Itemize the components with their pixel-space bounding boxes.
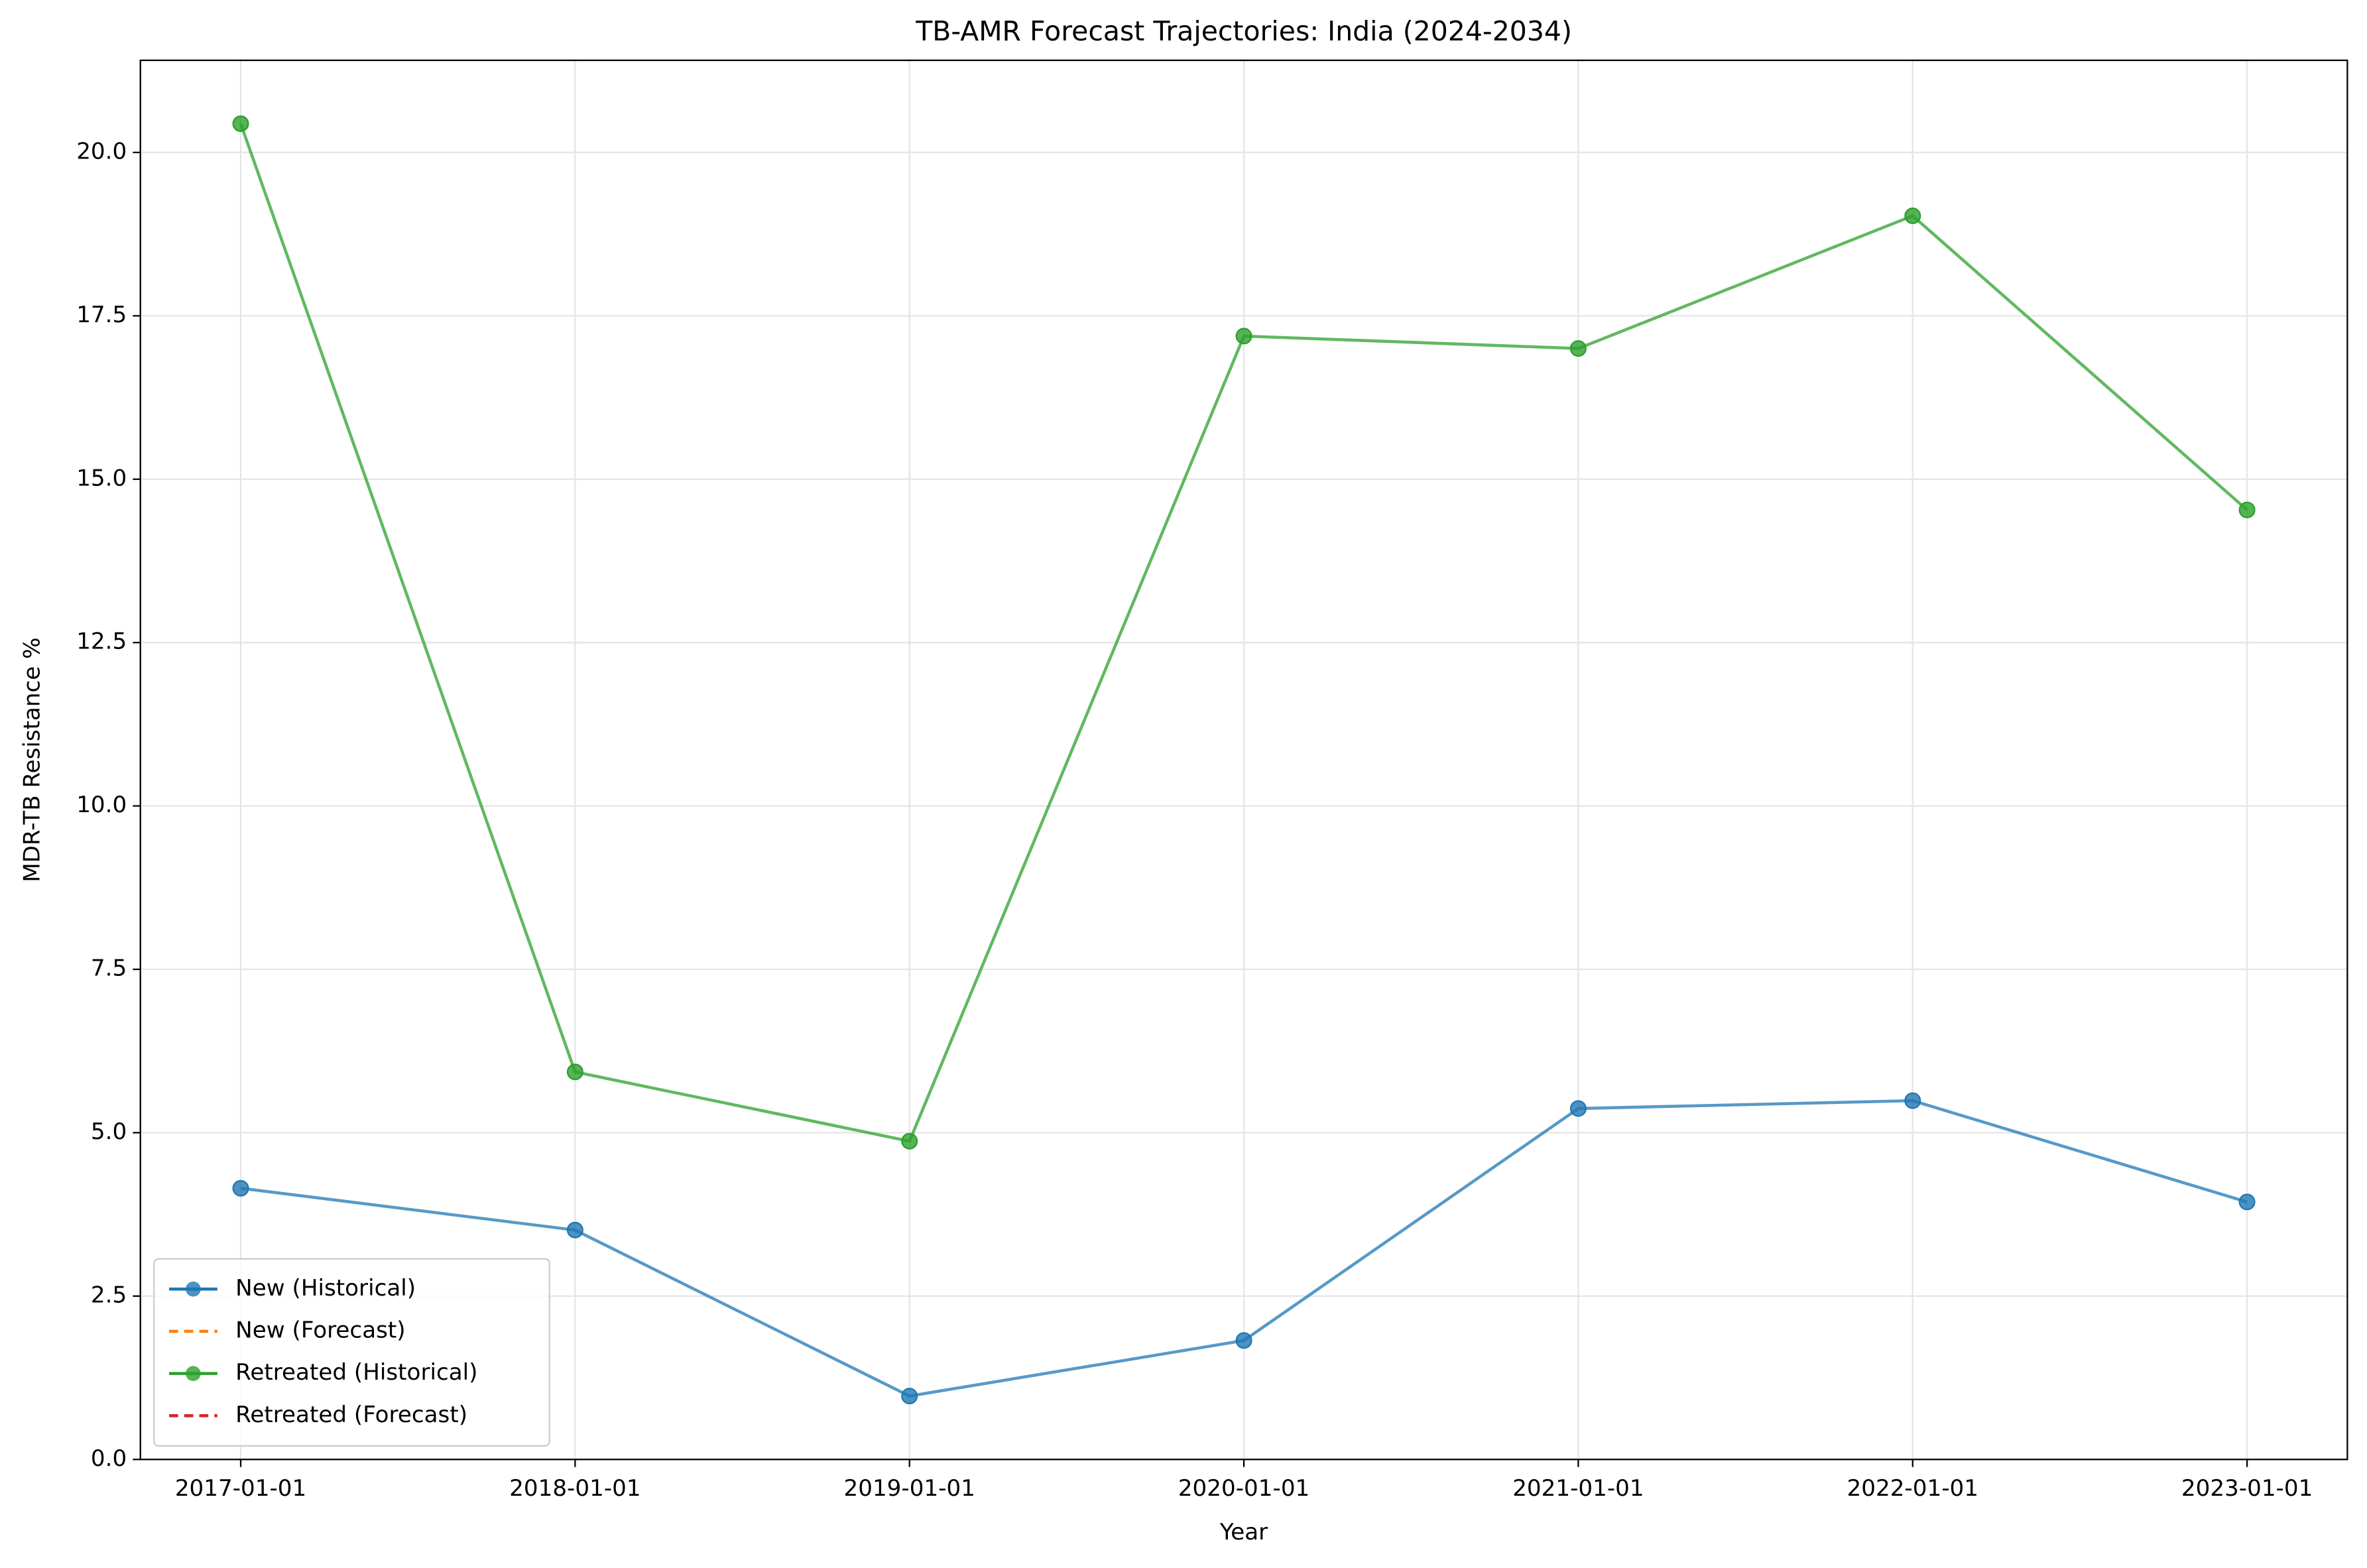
y-tick-label: 5.0 (91, 1118, 127, 1145)
legend-label: Retreated (Historical) (235, 1359, 477, 1386)
data-point (232, 1179, 249, 1197)
x-tick-label: 2017-01-01 (175, 1475, 306, 1502)
y-tick-label: 0.0 (91, 1445, 127, 1472)
y-tick-label: 15.0 (76, 465, 127, 491)
plot-frame (139, 59, 2348, 1461)
data-point (1904, 1092, 1921, 1109)
y-tick-label: 10.0 (76, 792, 127, 818)
y-tick-label: 2.5 (91, 1282, 127, 1308)
data-point (1569, 1100, 1587, 1117)
legend-box (153, 1258, 550, 1447)
x-tick-label: 2018-01-01 (509, 1475, 640, 1502)
data-point (2238, 1193, 2256, 1211)
x-axis-label: Year (1219, 1519, 1268, 1545)
data-point (1235, 328, 1252, 345)
x-tick-label: 2022-01-01 (1847, 1475, 1978, 1502)
x-tick-label: 2023-01-01 (2181, 1475, 2313, 1502)
chart-title: TB-AMR Forecast Trajectories: India (202… (915, 15, 1572, 47)
data-point (901, 1132, 918, 1150)
y-tick-label: 7.5 (91, 955, 127, 982)
legend-label: New (Forecast) (235, 1317, 405, 1343)
y-tick-label: 20.0 (76, 138, 127, 164)
data-point (1569, 340, 1587, 357)
x-tick-label: 2020-01-01 (1178, 1475, 1309, 1502)
data-point (2238, 501, 2256, 518)
legend-label: Retreated (Forecast) (235, 1402, 467, 1428)
y-tick-label: 17.5 (76, 302, 127, 328)
y-axis-label: MDR-TB Resistance % (19, 637, 46, 882)
y-tick-label: 12.5 (76, 629, 127, 655)
legend-marker (186, 1366, 201, 1382)
data-point (1904, 208, 1921, 225)
data-point (1235, 1332, 1252, 1349)
legend-marker (186, 1281, 201, 1297)
data-point (901, 1388, 918, 1405)
x-tick-label: 2019-01-01 (844, 1475, 975, 1502)
data-point (566, 1063, 583, 1081)
data-point (232, 115, 249, 133)
legend-label: New (Historical) (235, 1275, 416, 1301)
data-point (566, 1221, 583, 1238)
x-tick-label: 2021-01-01 (1512, 1475, 1644, 1502)
